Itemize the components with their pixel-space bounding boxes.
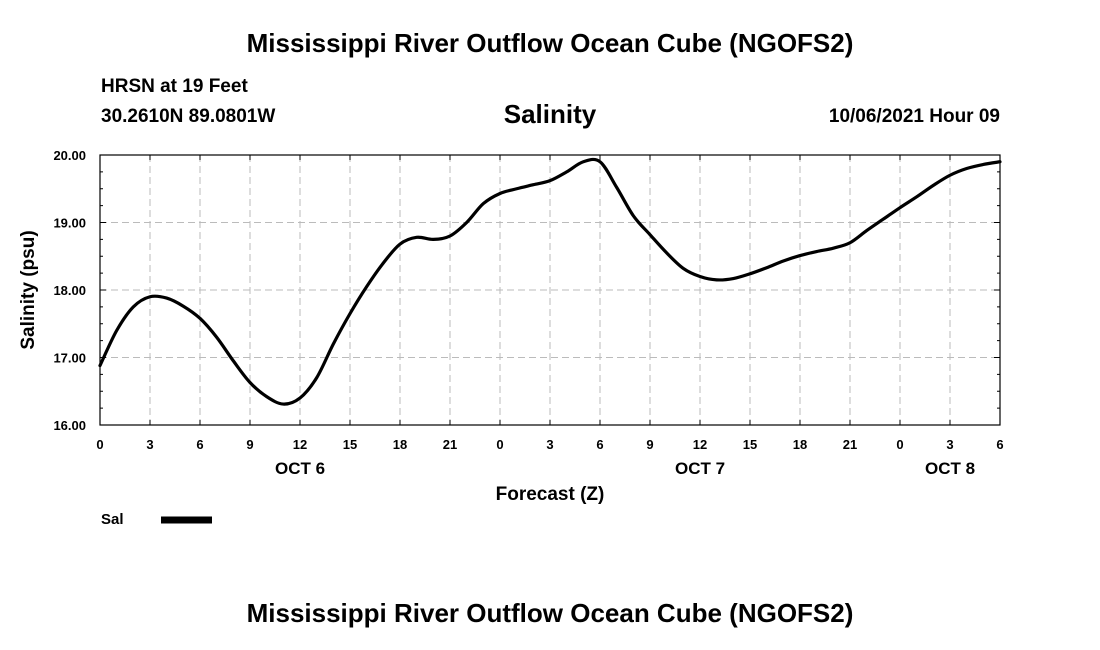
x-tick-label: 6 (196, 437, 203, 452)
forecast-run-time: 10/06/2021 Hour 09 (828, 106, 1000, 127)
x-tick-label: 9 (246, 437, 253, 452)
y-tick-label: 16.00 (53, 418, 86, 433)
y-tick-label: 17.00 (53, 351, 86, 366)
x-tick-label: 6 (596, 437, 603, 452)
day-label: OCT 8 (925, 459, 975, 478)
plot-title: Salinity (503, 99, 597, 129)
station-coordinates: 30.2610N 89.0801W (101, 106, 276, 127)
x-tick-label: 15 (743, 437, 757, 452)
footer-title: Mississippi River Outflow Ocean Cube (NG… (246, 598, 854, 628)
x-tick-label: 0 (896, 437, 903, 452)
axis-ticks (99, 154, 1001, 426)
legend-label-sal: Sal (101, 511, 124, 528)
chart-main-title: Mississippi River Outflow Ocean Cube (NG… (246, 28, 854, 58)
day-labels: OCT 6 OCT 7 OCT 8 (275, 459, 975, 478)
day-label: OCT 7 (675, 459, 725, 478)
x-tick-label: 12 (293, 437, 307, 452)
x-tick-label: 18 (793, 437, 807, 452)
station-name: HRSN at 19 Feet (101, 76, 248, 97)
x-tick-label: 18 (393, 437, 407, 452)
x-axis-title: Forecast (Z) (496, 484, 605, 505)
x-tick-label: 21 (843, 437, 857, 452)
series-line-sal (98, 157, 1002, 406)
x-tick-labels: 0 3 6 9 12 15 18 21 0 3 6 9 12 15 18 21 0 3 6 (96, 437, 1003, 452)
x-tick-label: 3 (146, 437, 153, 452)
x-tick-label: 0 (96, 437, 103, 452)
x-tick-label: 3 (946, 437, 953, 452)
x-tick-label: 6 (996, 437, 1003, 452)
grid-lines (100, 155, 1000, 425)
legend: Sal (101, 511, 212, 528)
x-tick-label: 21 (443, 437, 457, 452)
x-tick-label: 15 (343, 437, 357, 452)
x-tick-label: 3 (546, 437, 553, 452)
y-tick-label: 20.00 (53, 148, 86, 163)
y-tick-label: 19.00 (53, 216, 86, 231)
y-axis-title: Salinity (psu) (18, 230, 39, 349)
day-label: OCT 6 (275, 459, 325, 478)
x-tick-label: 0 (496, 437, 503, 452)
y-tick-label: 18.00 (53, 283, 86, 298)
x-tick-label: 12 (693, 437, 707, 452)
y-tick-labels: 16.00 17.00 18.00 19.00 20.00 (53, 148, 86, 433)
x-tick-label: 9 (646, 437, 653, 452)
